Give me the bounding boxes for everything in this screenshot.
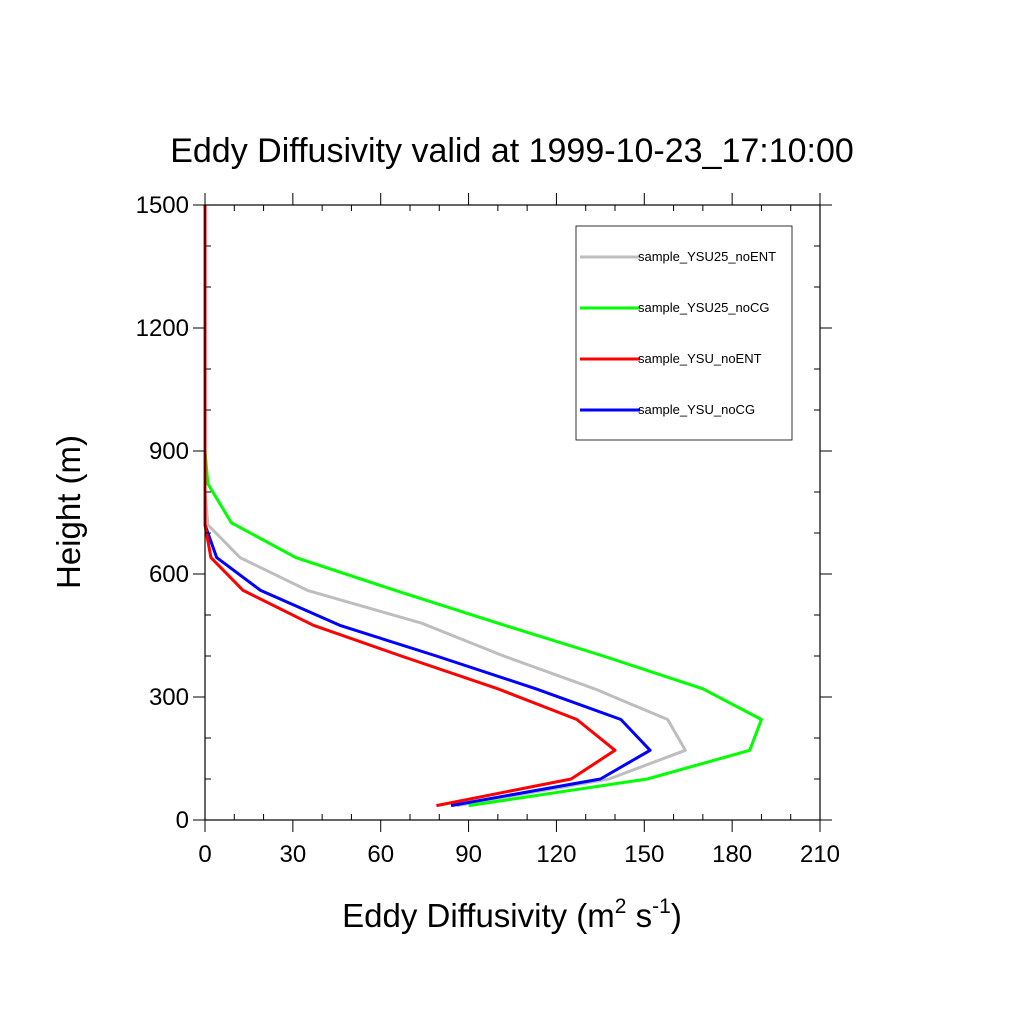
y-tick-label: 1500: [136, 192, 189, 219]
legend-label: sample_YSU_noCG: [638, 402, 755, 417]
x-tick-label: 210: [800, 841, 840, 868]
x-tick-label: 0: [198, 841, 211, 868]
chart-title: Eddy Diffusivity valid at 1999-10-23_17:…: [170, 132, 854, 170]
x-tick-label: 60: [367, 841, 394, 868]
x-tick-label: 30: [280, 841, 307, 868]
x-tick-label: 150: [624, 841, 664, 868]
y-tick-label: 600: [149, 561, 189, 588]
series-line-sample_YSU_noENT: [203, 205, 617, 808]
series-line-sample_YSU25_noCG: [203, 205, 763, 808]
axis-ticks: [193, 193, 832, 832]
legend-label: sample_YSU25_noENT: [638, 249, 776, 264]
x-tick-label: 120: [536, 841, 576, 868]
series-line-sample_YSU25_noENT: [203, 205, 687, 808]
y-tick-label: 1200: [136, 315, 189, 342]
tick-labels: 0 30 60 90 120 150 180 210 0 300 600 900 1200 1500: [136, 192, 840, 868]
plot-frame: [204, 204, 821, 821]
x-tick-label: 180: [712, 841, 752, 868]
legend-label: sample_YSU25_noCG: [638, 300, 770, 315]
legend-label: sample_YSU_noENT: [638, 351, 762, 366]
legend-box: [575, 225, 793, 441]
y-tick-label: 300: [149, 684, 189, 711]
y-tick-label: 0: [176, 807, 189, 834]
y-axis-label: Height (m): [50, 435, 87, 589]
x-tick-label: 90: [455, 841, 482, 868]
legend: sample_YSU25_noENT sample_YSU25_noCGsampl…: [575, 225, 793, 441]
y-tick-label: 900: [149, 438, 189, 465]
x-axis-label: Eddy Diffusivity (m2 s-1): [342, 895, 682, 934]
